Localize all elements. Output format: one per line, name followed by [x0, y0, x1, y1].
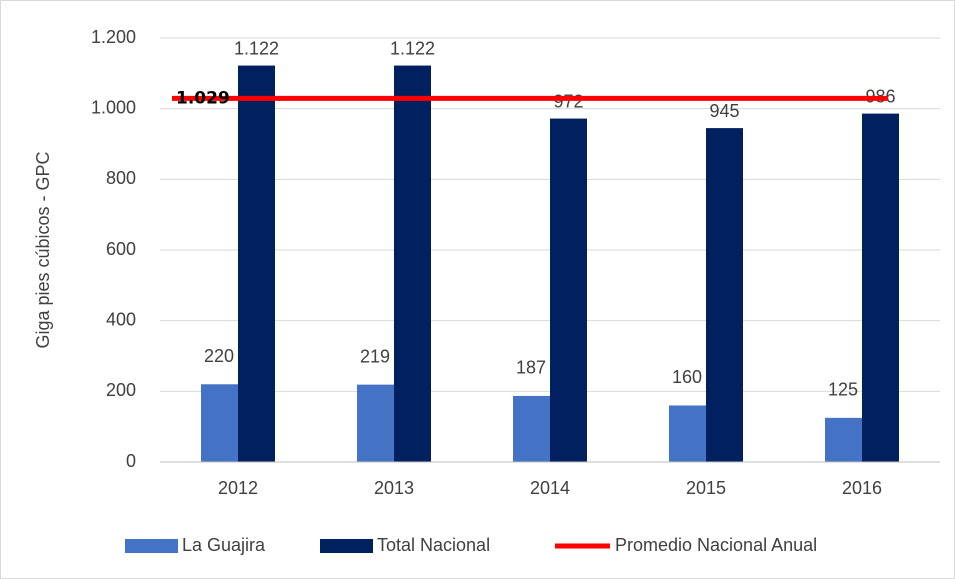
- y-tick-label: 1.000: [91, 97, 136, 117]
- reference-label: 1.029: [176, 88, 230, 108]
- data-label: 187: [516, 358, 546, 378]
- data-label: 220: [204, 346, 234, 366]
- data-label: 1.122: [234, 38, 279, 58]
- x-tick-label: 2014: [530, 478, 570, 498]
- legend-label: Total Nacional: [377, 535, 490, 555]
- y-tick-label: 400: [106, 309, 136, 329]
- x-tick-label: 2016: [842, 478, 882, 498]
- data-label: 125: [828, 380, 858, 400]
- x-tick-label: 2015: [686, 478, 726, 498]
- bar: [394, 65, 431, 462]
- y-tick-label: 800: [106, 168, 136, 188]
- data-label: 1.122: [390, 38, 435, 58]
- bar: [513, 395, 550, 462]
- data-label: 219: [360, 346, 390, 366]
- bar: [862, 113, 899, 462]
- bar: [825, 417, 862, 462]
- x-tick-label: 2013: [374, 478, 414, 498]
- bar: [550, 118, 587, 462]
- y-axis-label: Giga pies cúbicos - GPC: [33, 151, 53, 348]
- y-tick-label: 200: [106, 380, 136, 400]
- y-tick-label: 1.200: [91, 27, 136, 47]
- data-label: 972: [553, 91, 583, 111]
- data-label: 945: [709, 101, 739, 121]
- legend-swatch: [320, 539, 373, 553]
- y-tick-label: 600: [106, 239, 136, 259]
- x-tick-label: 2012: [218, 478, 258, 498]
- legend-label: La Guajira: [182, 535, 266, 555]
- legend-swatch: [125, 539, 178, 553]
- bar: [357, 384, 394, 462]
- legend-label: Promedio Nacional Anual: [615, 535, 817, 555]
- data-label: 160: [672, 367, 702, 387]
- y-tick-label: 0: [126, 451, 136, 471]
- bar: [669, 405, 706, 462]
- bar: [238, 65, 275, 462]
- bar: [706, 128, 743, 462]
- bar: [201, 384, 238, 462]
